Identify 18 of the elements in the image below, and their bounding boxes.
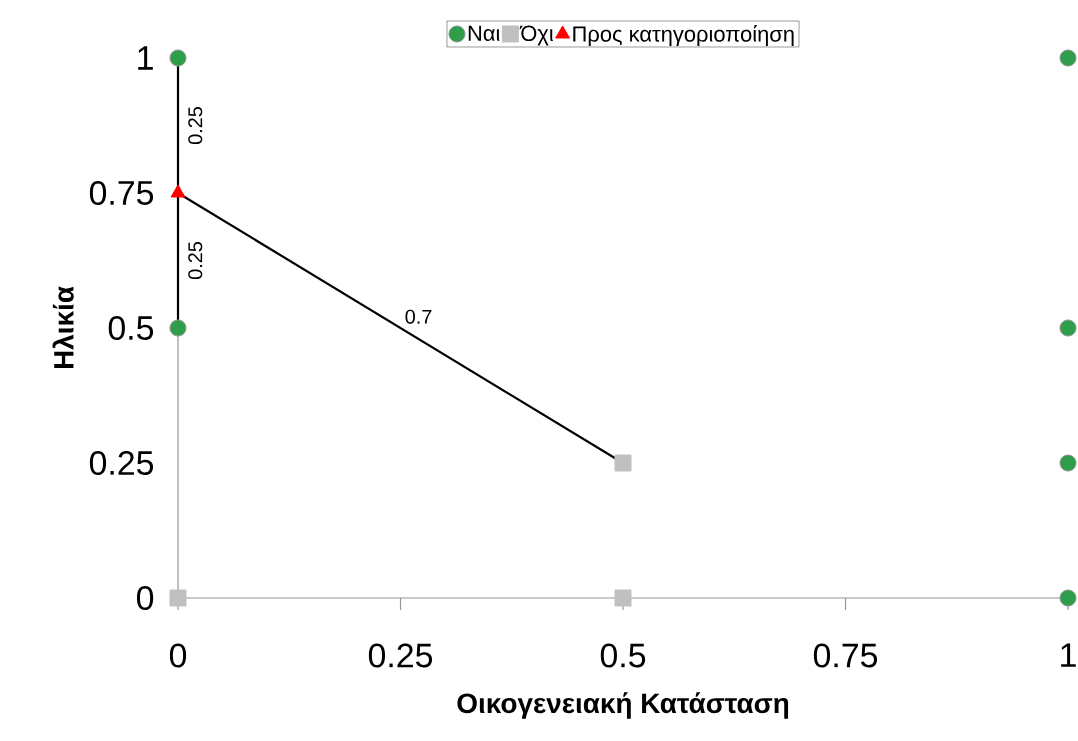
y-tick-label: 0.5	[108, 316, 154, 340]
legend-label: Προς κατηγοριοποίηση	[573, 24, 794, 47]
legend-label: Ναι	[468, 25, 500, 42]
y-tick-label: 1	[138, 46, 153, 70]
y-tick-label: 0.25	[89, 451, 154, 475]
x-tick-label: 1	[1061, 643, 1076, 667]
y-axis-title: Ηλικία	[52, 286, 74, 369]
y-tick-label: 0.75	[89, 181, 154, 205]
legend-label: Όχι	[519, 25, 554, 46]
annotation: 0.25	[188, 106, 203, 145]
x-tick-label: 0.25	[368, 643, 433, 668]
x-axis-title: Οικογενειακή Κατάσταση	[457, 692, 789, 719]
x-tick-label: 0.5	[600, 643, 646, 668]
x-tick-label: 0.75	[813, 643, 878, 668]
x-tick-label: 0	[169, 643, 187, 668]
y-tick-label: 0	[136, 586, 154, 610]
annotation: 0.25	[188, 241, 203, 280]
annotation: 0.7	[405, 309, 432, 324]
